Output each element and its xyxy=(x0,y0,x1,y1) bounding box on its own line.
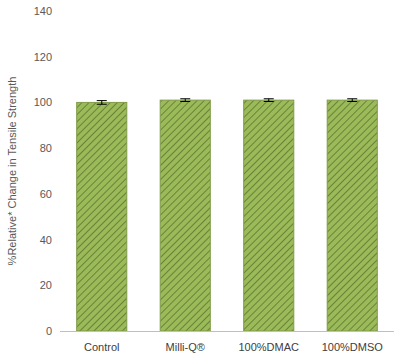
error-bar xyxy=(97,101,107,105)
y-tick-label: 140 xyxy=(34,5,52,17)
error-bar xyxy=(347,99,357,102)
y-tick-label: 20 xyxy=(40,279,52,291)
x-axis-line xyxy=(60,331,394,332)
y-tick-label: 40 xyxy=(40,234,52,246)
y-axis-title: %Relative* Change in Tensile Strength xyxy=(6,77,18,266)
y-tick-label: 60 xyxy=(40,188,52,200)
bar xyxy=(244,100,294,331)
y-tick-label: 100 xyxy=(34,96,52,108)
chart-container: 0 20 40 60 80 100 120 140 %Relative* Change in T… xyxy=(0,0,400,360)
error-bar xyxy=(264,99,274,102)
y-tick-label: 0 xyxy=(46,325,52,337)
y-tick-label: 80 xyxy=(40,142,52,154)
x-tick-label: 100%DMAC xyxy=(238,341,299,353)
y-tick-label: 120 xyxy=(34,51,52,63)
bar xyxy=(77,102,127,331)
x-tick-label: Control xyxy=(84,341,119,353)
error-bar xyxy=(180,99,190,102)
bars xyxy=(77,99,378,331)
bar xyxy=(327,100,377,331)
x-tick-label: 100%DMSO xyxy=(322,341,384,353)
x-tick-label: Milli-Q® xyxy=(166,341,205,353)
chart-svg: 0 20 40 60 80 100 120 140 %Relative* Change in T… xyxy=(0,0,400,360)
bar xyxy=(160,100,210,331)
